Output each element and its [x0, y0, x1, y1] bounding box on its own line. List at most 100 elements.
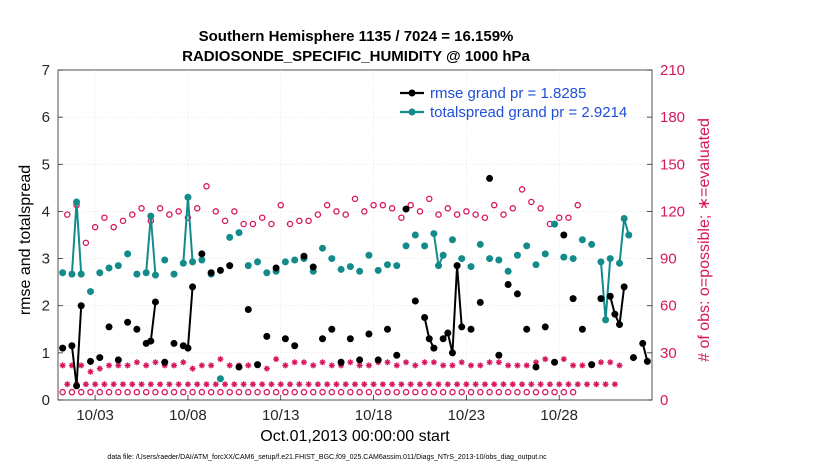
rmse-point: [105, 323, 113, 331]
obs-evaluated-point: [560, 356, 567, 363]
rmse-point: [151, 298, 159, 306]
rmse-line-segment: [451, 265, 459, 353]
spread-point: [588, 240, 596, 248]
obs-evaluated-point: [59, 362, 66, 369]
obs-evaluated-point: [532, 359, 539, 366]
rmse-point: [356, 356, 364, 364]
spread-point: [448, 236, 456, 244]
obs-possible-point: [384, 388, 391, 396]
rmse-point: [73, 382, 81, 390]
obs-evaluated-point: [296, 381, 303, 388]
obs-evaluated-point: [523, 362, 530, 369]
obs-evaluated-point: [584, 381, 591, 388]
obs-possible-point: [337, 388, 345, 396]
spread-point: [578, 236, 586, 244]
rmse-point: [272, 264, 280, 272]
obs-evaluated-point: [78, 362, 85, 369]
y-right-tick-label: 90: [660, 251, 677, 268]
obs-possible-point: [537, 205, 544, 212]
rmse-point: [643, 357, 651, 365]
obs-evaluated-point: [389, 381, 396, 388]
spread-line-segment: [604, 258, 612, 320]
obs-evaluated-point: [468, 362, 475, 369]
obs-evaluated-point: [458, 359, 465, 366]
y-right-tick-label: 120: [660, 203, 685, 220]
rmse-point: [291, 342, 299, 350]
spread-point: [458, 255, 466, 263]
obs-evaluated-point: [500, 381, 507, 388]
obs-evaluated-point: [222, 381, 229, 388]
spread-point: [254, 258, 262, 266]
obs-possible-point: [314, 211, 322, 218]
obs-evaluated-point: [593, 381, 600, 388]
obs-evaluated-point: [143, 362, 150, 369]
obs-evaluated-point: [454, 381, 461, 388]
rmse-point: [616, 321, 624, 329]
spread-point: [383, 261, 391, 269]
obs-evaluated-point: [481, 381, 488, 388]
obs-possible-point: [77, 388, 85, 396]
obs-possible-point: [532, 388, 540, 396]
obs-evaluated-point: [106, 362, 113, 369]
obs-evaluated-point: [147, 381, 154, 388]
obs-evaluated-point: [277, 381, 284, 388]
obs-possible-point: [463, 208, 470, 215]
obs-possible-point: [555, 214, 563, 221]
obs-evaluated-point: [110, 381, 117, 388]
spread-line-segment: [145, 216, 152, 273]
obs-evaluated-point: [435, 381, 442, 388]
plot-area: [57, 69, 653, 401]
obs-possible-point: [87, 388, 94, 396]
rmse-point: [448, 349, 456, 357]
obs-possible-point: [449, 388, 456, 396]
obs-evaluated-point: [115, 362, 122, 369]
legend-spread-label: totalspread grand pr = 2.9214: [430, 104, 627, 121]
obs-evaluated-point: [384, 359, 391, 366]
rmse-line-segment: [186, 286, 194, 349]
rmse-point: [77, 302, 85, 310]
spread-point: [597, 258, 605, 266]
spread-point: [161, 256, 169, 264]
obs-possible-point: [300, 388, 308, 396]
rmse-point: [226, 262, 234, 270]
obs-evaluated-point: [486, 359, 493, 366]
rmse-point: [189, 283, 197, 291]
obs-evaluated-point: [430, 359, 437, 366]
rmse-point: [147, 337, 155, 345]
rmse-point: [578, 325, 586, 333]
rmse-point: [439, 335, 447, 343]
obs-evaluated-point: [92, 381, 99, 388]
obs-evaluated-point: [528, 381, 535, 388]
obs-evaluated-point: [171, 362, 178, 369]
obs-possible-point: [286, 220, 294, 228]
spread-point: [73, 198, 81, 206]
rmse-point: [383, 325, 391, 333]
obs-possible-point: [198, 388, 206, 396]
obs-evaluated-point: [268, 381, 275, 388]
obs-possible-point: [96, 388, 104, 396]
rmse-point: [569, 295, 577, 303]
obs-possible-point: [518, 186, 526, 193]
obs-possible-point: [356, 388, 363, 396]
obs-evaluated-point: [119, 381, 126, 388]
y-left-tick-label: 0: [42, 392, 50, 409]
obs-possible-point: [309, 388, 317, 396]
obs-possible-point: [495, 388, 503, 396]
obs-possible-point: [323, 201, 331, 209]
y-left-tick-label: 4: [42, 203, 50, 220]
obs-possible-point: [245, 388, 252, 396]
spread-point: [86, 288, 94, 296]
legend-rmse-label: rmse grand pr = 1.8285: [430, 85, 586, 102]
chart-title-line2: RADIOSONDE_SPECIFIC_HUMIDITY @ 1000 hPa: [182, 48, 530, 65]
obs-possible-point: [379, 201, 387, 209]
obs-possible-point: [453, 211, 461, 218]
obs-evaluated-point: [96, 365, 103, 372]
obs-evaluated-point: [203, 381, 210, 388]
obs-possible-point: [240, 220, 247, 228]
obs-possible-point: [124, 388, 131, 396]
rmse-line-segment: [149, 301, 157, 342]
spread-point: [625, 231, 633, 239]
obs-possible-point: [82, 239, 90, 247]
obs-evaluated-point: [440, 362, 447, 369]
spread-line-segment: [149, 216, 157, 276]
